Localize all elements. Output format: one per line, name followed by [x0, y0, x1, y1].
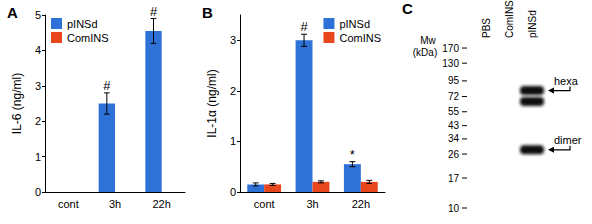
svg-text:2: 2 [35, 115, 41, 127]
svg-text:0: 0 [230, 186, 236, 198]
svg-text:22h: 22h [352, 198, 370, 210]
svg-text:ComINS: ComINS [504, 0, 515, 38]
svg-text:5: 5 [35, 9, 41, 21]
svg-text:3: 3 [35, 80, 41, 92]
svg-text:1: 1 [35, 151, 41, 163]
svg-text:3h: 3h [109, 198, 121, 210]
svg-text:Mw: Mw [420, 35, 436, 46]
svg-text:B: B [202, 4, 213, 21]
svg-text:3h: 3h [306, 198, 318, 210]
svg-text:IL-1α (ng/ml): IL-1α (ng/ml) [205, 69, 219, 137]
svg-text:#: # [300, 19, 308, 34]
svg-text:pINSd: pINSd [67, 18, 98, 30]
svg-text:2: 2 [230, 85, 236, 97]
svg-text:#: # [150, 4, 158, 19]
svg-text:26: 26 [448, 149, 460, 160]
svg-text:cont: cont [58, 198, 79, 210]
svg-text:IL-6 (ng/ml): IL-6 (ng/ml) [10, 73, 24, 134]
svg-text:#: # [103, 78, 111, 93]
svg-text:pINSd: pINSd [339, 18, 370, 30]
svg-text:A: A [7, 4, 18, 21]
svg-text:hexa: hexa [554, 75, 579, 87]
svg-text:*: * [350, 147, 355, 162]
svg-text:C: C [402, 0, 413, 17]
svg-text:43: 43 [448, 120, 460, 131]
svg-text:34: 34 [448, 133, 460, 144]
svg-text:cont: cont [254, 198, 275, 210]
svg-text:3: 3 [230, 34, 236, 46]
svg-text:(kDa): (kDa) [413, 47, 437, 58]
svg-text:PBS: PBS [481, 18, 492, 38]
svg-text:170: 170 [442, 43, 459, 54]
svg-text:ComINS: ComINS [67, 32, 109, 44]
svg-text:ComINS: ComINS [339, 32, 381, 44]
svg-text:0: 0 [35, 186, 41, 198]
svg-text:10: 10 [448, 203, 460, 214]
svg-text:4: 4 [35, 44, 41, 56]
svg-text:dimer: dimer [554, 134, 582, 146]
svg-text:pINSd: pINSd [527, 10, 538, 38]
svg-text:55: 55 [448, 106, 460, 117]
svg-text:17: 17 [448, 173, 460, 184]
svg-text:130: 130 [442, 58, 459, 69]
svg-text:72: 72 [448, 91, 460, 102]
svg-text:22h: 22h [152, 198, 170, 210]
svg-text:1: 1 [230, 135, 236, 147]
svg-text:95: 95 [448, 75, 460, 86]
